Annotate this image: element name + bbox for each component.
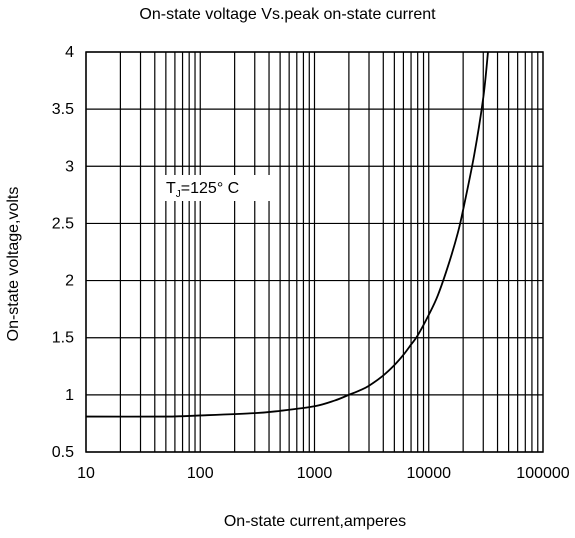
y-tick-label: 3 [65,158,74,175]
x-tick-label: 10 [77,465,95,482]
plot-area-frame [85,51,544,453]
annotation: TJ=125° C [162,175,278,201]
x-tick-label: 10000 [407,465,452,482]
annotation-background [162,175,278,201]
y-tick-label: 1.5 [52,330,74,347]
tick-labels: 0.5 1 1.5 2 2.5 3 3.5 4 10 100 1000 10000 100000 [52,44,570,482]
y-tick-label: 2.5 [52,215,74,232]
annotation-label: TJ=125° C [166,180,239,200]
x-tick-label: 1000 [297,465,333,482]
y-tick-label: 3.5 [52,101,74,118]
x-tick-label: 100 [187,465,214,482]
y-tick-label: 1 [65,387,74,404]
y-tick-label: 4 [65,44,74,61]
grid-lines [85,51,543,453]
y-axis-label: On-state voltage,volts [5,186,22,342]
x-tick-label: 100000 [516,465,569,482]
series-line [85,51,489,418]
series-lines [85,51,489,418]
x-axis-label: On-state current,amperes [223,513,407,530]
chart-title: On-state voltage Vs.peak on-state curren… [139,6,436,23]
y-tick-label: 0.5 [52,444,74,461]
y-tick-label: 2 [65,273,74,290]
